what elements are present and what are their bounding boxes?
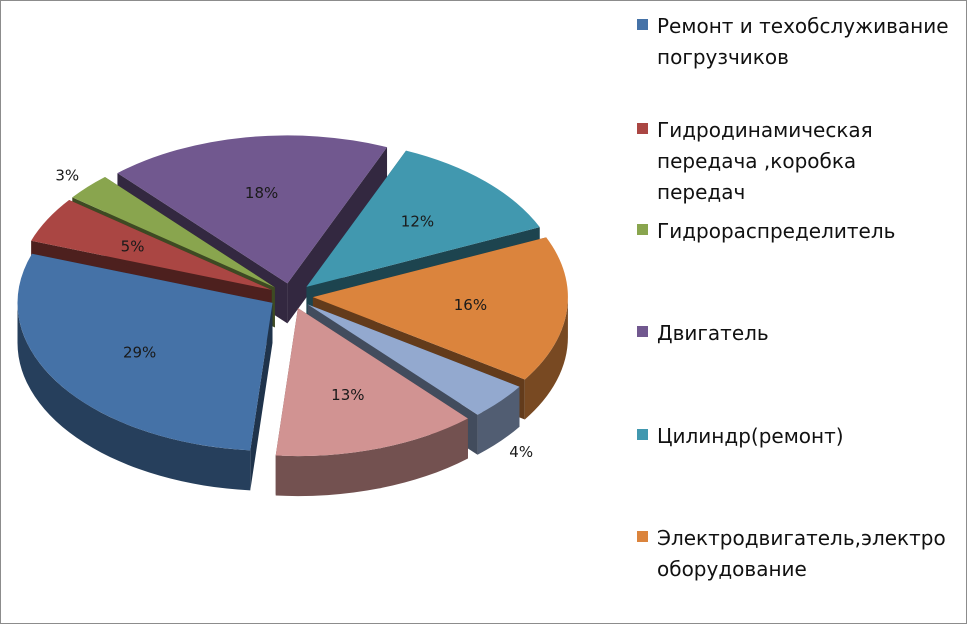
pie-slice-7-side-0	[275, 418, 468, 497]
data-label-7: 13%	[331, 386, 364, 404]
legend-label: Гидродинамическая передача ,коробка пере…	[657, 118, 873, 204]
pie-slice-5	[312, 237, 568, 380]
pie-slice-6	[307, 304, 520, 415]
pie-slice-3	[117, 135, 388, 284]
legend-swatch	[637, 224, 648, 235]
legend-swatch	[637, 123, 648, 134]
legend-item-electric-motor: Электродвигатель,электро оборудование	[637, 523, 957, 585]
legend-swatch	[637, 19, 648, 30]
legend-item-hydraulic-distributor: Гидрораспределитель	[637, 216, 957, 247]
pie-slice-0-wall-0	[250, 302, 273, 491]
pie-slice-1	[31, 200, 272, 290]
pie-slice-0	[17, 253, 273, 451]
legend-label: Ремонт и техобслуживание погрузчиков	[657, 14, 949, 69]
pie-slice-5-side-0	[524, 297, 568, 420]
legend-item-hydrodynamic-transmission: Гидродинамическая передача ,коробка пере…	[637, 115, 957, 208]
data-label-4: 12%	[401, 213, 434, 231]
legend-label: Двигатель	[657, 321, 769, 345]
legend-label: Гидрораспределитель	[657, 219, 896, 243]
data-label-0: 29%	[123, 344, 156, 362]
legend-swatch	[637, 429, 648, 440]
pie-slice-4	[306, 150, 540, 287]
pie-slice-2	[72, 176, 275, 288]
legend-label: Электродвигатель,электро оборудование	[657, 526, 946, 581]
data-label-5: 16%	[454, 296, 487, 314]
pie-slice-7	[275, 308, 468, 457]
legend-label: Цилиндр(ремонт)	[657, 424, 844, 448]
legend-item-repair: Ремонт и техобслуживание погрузчиков	[637, 11, 957, 73]
legend-item-engine: Двигатель	[637, 318, 957, 349]
data-label-2: 3%	[55, 167, 79, 185]
data-label-1: 5%	[121, 237, 145, 255]
data-label-6: 4%	[509, 443, 533, 461]
pie-slice-6-side-0	[477, 386, 520, 455]
legend-swatch	[637, 326, 648, 337]
pie-slice-0-side-0	[17, 302, 251, 491]
legend-item-cylinder: Цилиндр(ремонт)	[637, 421, 957, 452]
legend-swatch	[637, 531, 648, 542]
data-label-3: 18%	[245, 184, 278, 202]
